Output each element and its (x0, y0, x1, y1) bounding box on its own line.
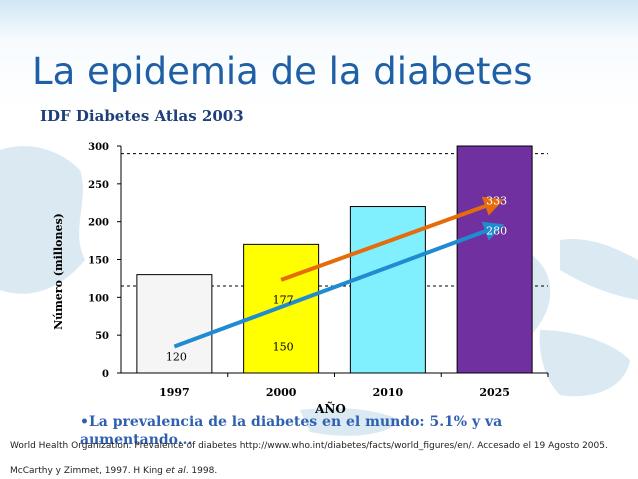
slide-title: La epidemia de la diabetes (32, 50, 533, 93)
blue-trend-arrow (173, 221, 505, 349)
x-tick-label-2010: 2010 (373, 386, 404, 399)
y-tick-label-250: 250 (88, 180, 109, 191)
prevalence-bullet: •La prevalencia de la diabetes en el mun… (80, 413, 550, 449)
y-tick-label-300: 300 (88, 142, 109, 153)
data-label-150: 150 (273, 341, 294, 354)
reference-who: World Health Organization. Prevalence of… (10, 441, 608, 451)
prevalence-text: La prevalencia de la diabetes en el mund… (80, 414, 503, 448)
bullet-marker: • (80, 414, 89, 430)
data-label-333: 333 (486, 194, 507, 207)
y-tick-label-150: 150 (88, 256, 109, 267)
x-tick-label-1997: 1997 (159, 386, 190, 399)
reference-mccarthy: McCarthy y Zimmet, 1997. H King et al. 1… (10, 466, 630, 477)
reference-et-al: et al (165, 466, 186, 476)
reference-year: . 1998. (185, 466, 218, 476)
y-axis-title: Número (millones) (52, 213, 65, 330)
chart-source-title: IDF Diabetes Atlas 2003 (40, 107, 244, 125)
y-tick-label-0: 0 (102, 369, 109, 380)
y-tick-label-100: 100 (88, 293, 109, 304)
data-label-120: 120 (166, 350, 187, 363)
x-tick-label-2025: 2025 (479, 386, 510, 399)
y-tick-label-200: 200 (88, 218, 109, 229)
data-label-177: 177 (273, 294, 294, 307)
bar-2025 (456, 145, 533, 374)
x-axis-title: AÑO (314, 401, 346, 416)
reference-authors: McCarthy y Zimmet, 1997. H King (10, 466, 166, 476)
orange-trend-arrow (280, 196, 505, 282)
data-label-280: 280 (486, 225, 507, 238)
x-tick-label-2000: 2000 (266, 386, 297, 399)
y-tick-label-50: 50 (95, 331, 109, 342)
